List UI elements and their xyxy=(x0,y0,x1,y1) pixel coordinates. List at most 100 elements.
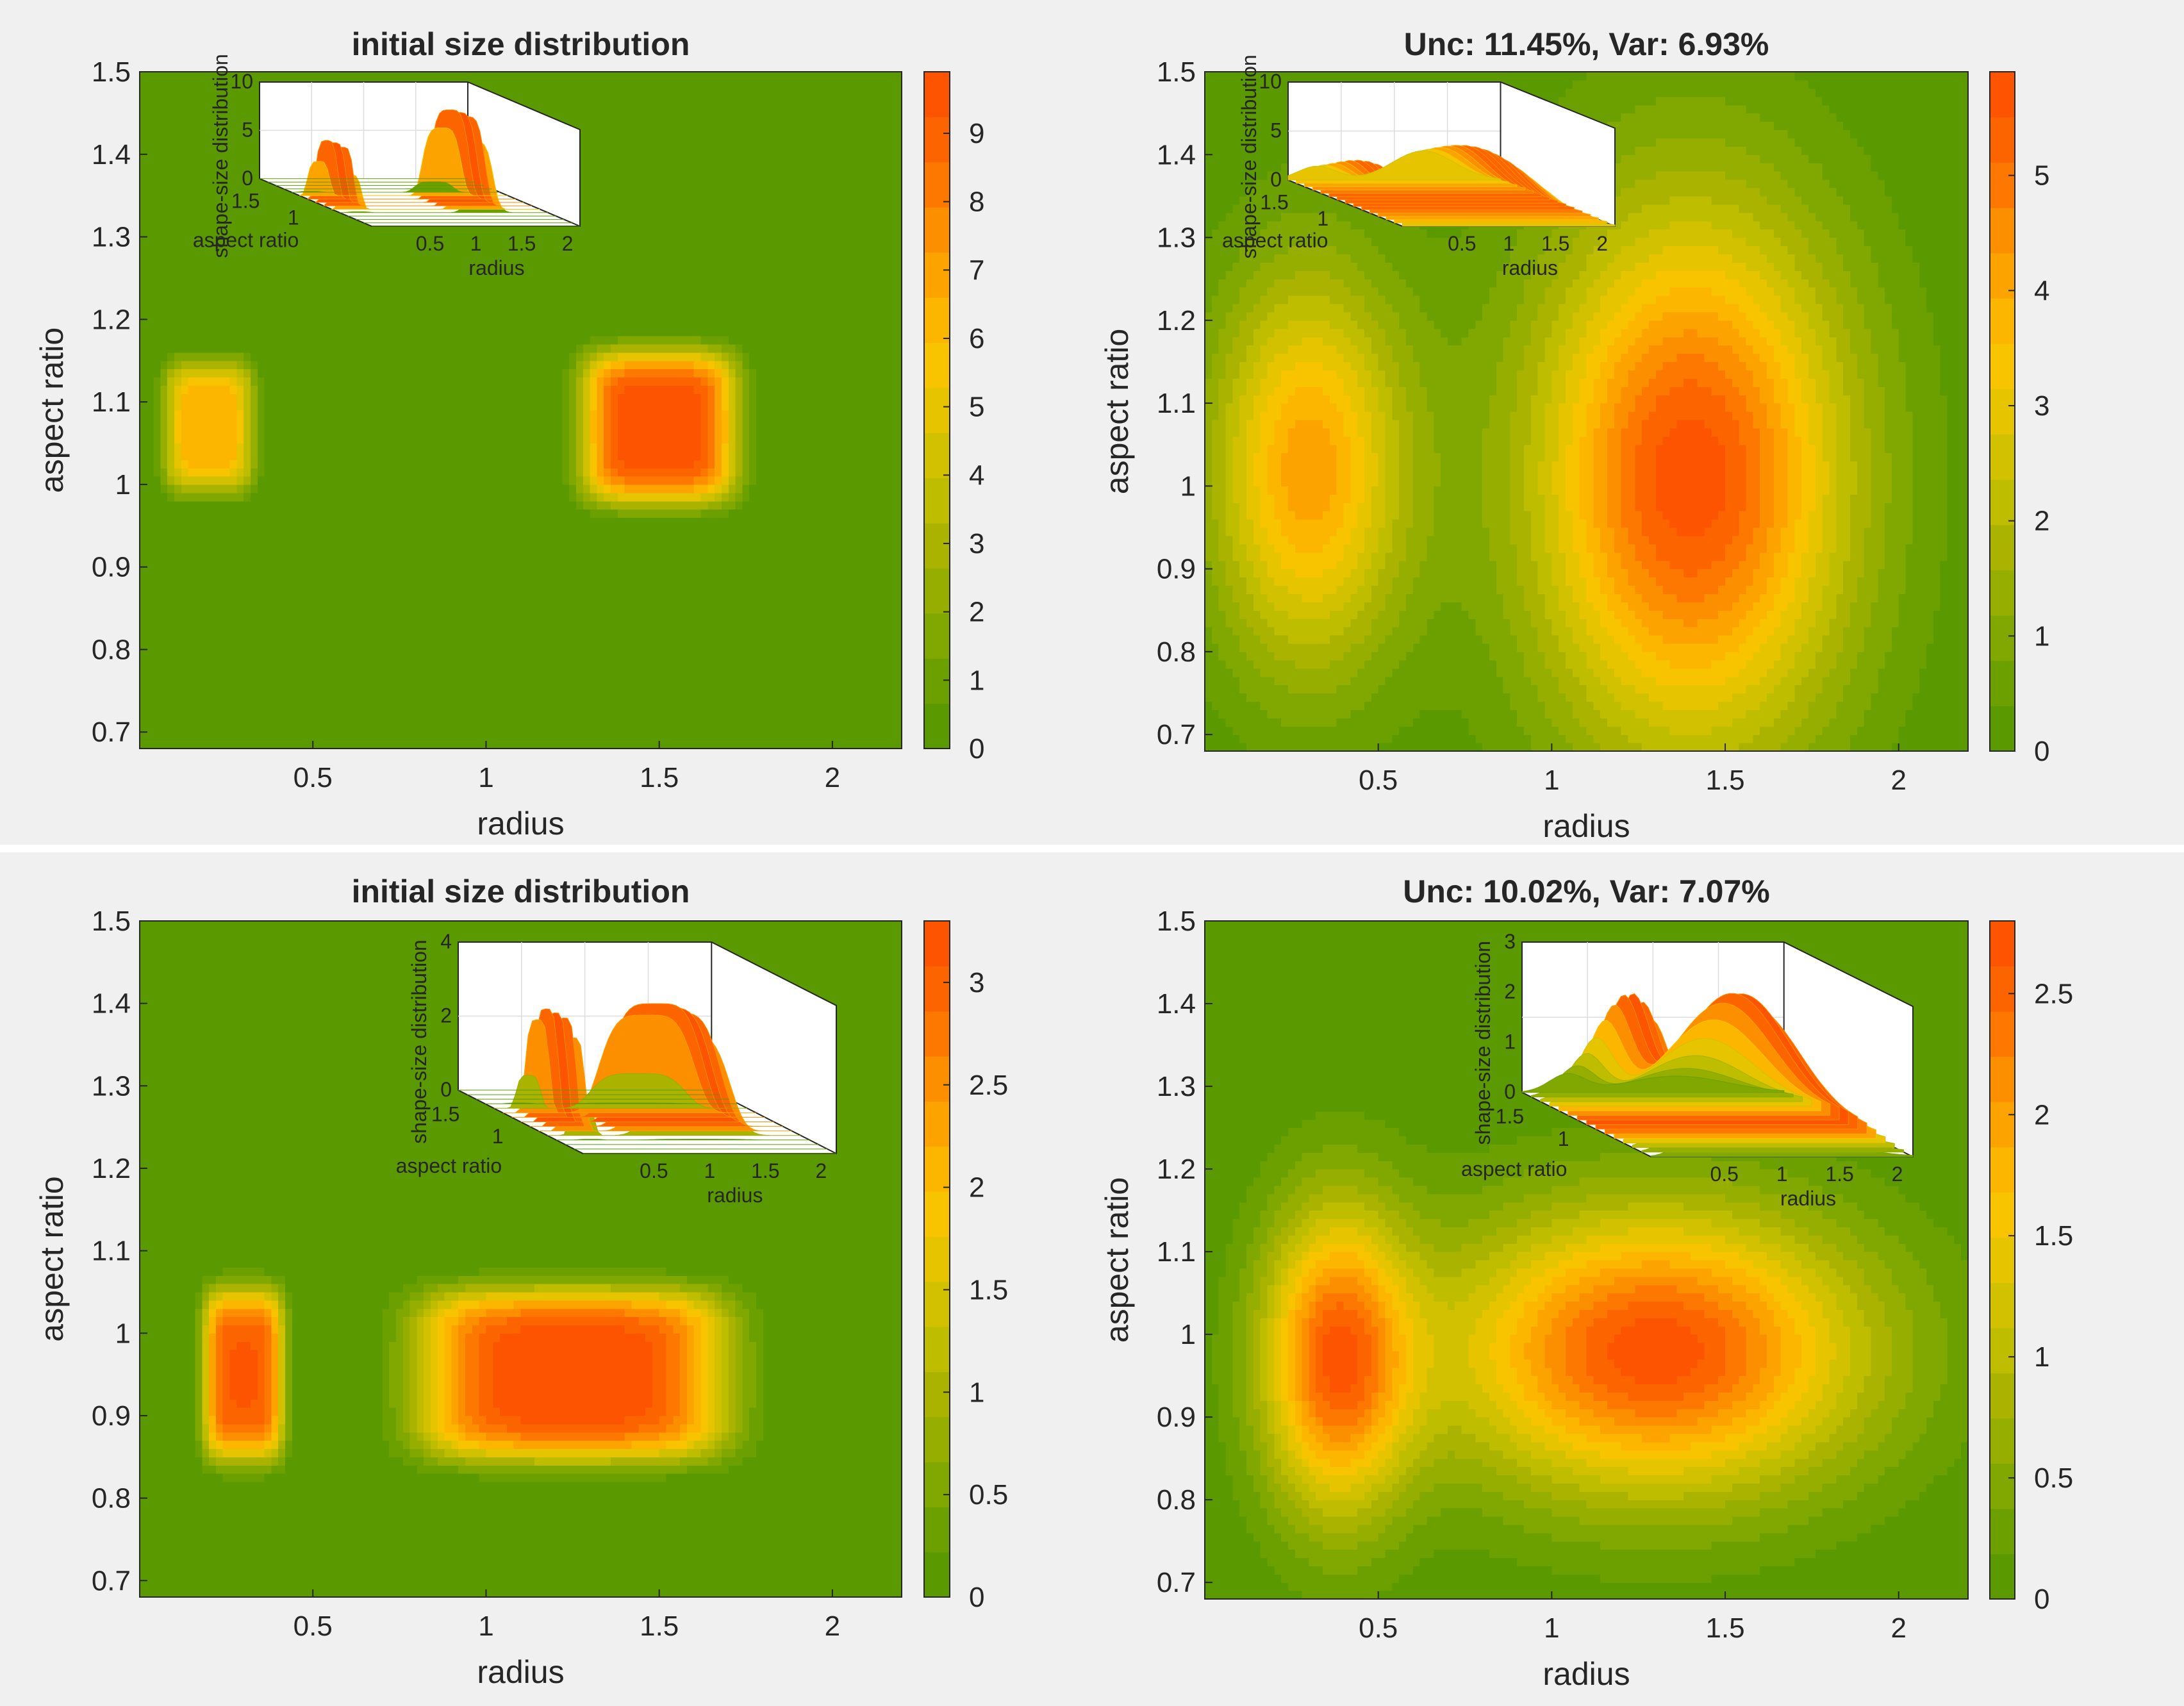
contour-cell xyxy=(853,715,860,724)
contour-cell xyxy=(549,699,556,708)
contour-cell xyxy=(625,674,632,683)
contour-cell xyxy=(209,674,216,683)
contour-cell xyxy=(507,708,514,716)
contour-cell xyxy=(313,740,320,749)
contour-cell xyxy=(174,724,181,732)
contour-cell xyxy=(604,740,611,749)
contour-cell xyxy=(583,674,590,683)
contour-cell xyxy=(625,683,632,691)
contour-cell xyxy=(527,732,534,740)
contour-cell xyxy=(195,674,202,683)
contour-cell xyxy=(188,674,195,683)
contour-cell xyxy=(597,691,604,699)
contour-cell xyxy=(271,732,278,740)
contour-cell xyxy=(881,740,888,749)
contour-cell xyxy=(320,683,327,691)
contour-cell xyxy=(230,666,237,674)
contour-cell xyxy=(313,683,320,691)
contour-cell xyxy=(631,715,638,724)
contour-cell xyxy=(832,691,840,699)
contour-cell xyxy=(534,699,542,708)
contour-cell xyxy=(458,740,465,749)
contour-cell xyxy=(742,708,749,716)
contour-cell xyxy=(749,708,756,716)
contour-cell xyxy=(825,699,832,708)
contour-cell xyxy=(493,708,500,716)
contour-cell xyxy=(729,699,736,708)
contour-cell xyxy=(722,708,729,716)
contour-cell xyxy=(853,732,860,740)
contour-cell xyxy=(549,708,556,716)
contour-cell xyxy=(597,683,604,691)
contour-cell xyxy=(160,740,167,749)
contour-cell xyxy=(299,691,306,699)
contour-cell xyxy=(251,715,258,724)
contour-cell xyxy=(604,683,611,691)
contour-cell xyxy=(410,666,417,674)
contour-cell xyxy=(472,732,479,740)
contour-cell xyxy=(680,715,687,724)
contour-cell xyxy=(556,674,563,683)
contour-cell xyxy=(659,740,666,749)
contour-cell xyxy=(202,715,209,724)
contour-cell xyxy=(368,724,376,732)
contour-cell xyxy=(244,691,251,699)
contour-cell xyxy=(736,699,743,708)
contour-cell xyxy=(569,715,576,724)
contour-cell xyxy=(763,699,770,708)
contour-cell xyxy=(209,666,216,674)
contour-cell xyxy=(382,691,389,699)
contour-cell xyxy=(707,740,715,749)
contour-cell xyxy=(556,724,563,732)
contour-cell xyxy=(265,666,272,674)
contour-cell xyxy=(223,740,230,749)
contour-cell xyxy=(673,715,680,724)
contour-cell xyxy=(638,699,645,708)
contour-cell xyxy=(396,732,403,740)
contour-cell xyxy=(195,708,202,716)
contour-cell xyxy=(438,740,445,749)
contour-cell xyxy=(756,715,763,724)
contour-cell xyxy=(576,715,583,724)
contour-cell xyxy=(396,666,403,674)
contour-cell xyxy=(160,666,167,674)
contour-cell xyxy=(403,674,410,683)
contour-cell xyxy=(666,732,673,740)
contour-cell xyxy=(604,674,611,683)
contour-cell xyxy=(479,674,486,683)
contour-cell xyxy=(417,724,424,732)
contour-cell xyxy=(354,674,361,683)
contour-cell xyxy=(597,674,604,683)
contour-cell xyxy=(722,715,729,724)
contour-cell xyxy=(251,724,258,732)
contour-cell xyxy=(299,715,306,724)
contour-cell xyxy=(860,683,867,691)
contour-cell xyxy=(514,666,521,674)
contour-cell xyxy=(181,724,188,732)
contour-cell xyxy=(895,732,902,740)
contour-cell xyxy=(223,666,230,674)
contour-cell xyxy=(493,724,500,732)
contour-cell xyxy=(223,674,230,683)
contour-cell xyxy=(438,708,445,716)
contour-cell xyxy=(742,674,749,683)
contour-cell xyxy=(236,691,244,699)
contour-cell xyxy=(181,708,188,716)
contour-cell xyxy=(597,708,604,716)
contour-cell xyxy=(320,724,327,732)
contour-cell xyxy=(244,674,251,683)
contour-cell xyxy=(424,683,431,691)
contour-cell xyxy=(673,732,680,740)
contour-cell xyxy=(576,732,583,740)
contour-cell xyxy=(396,715,403,724)
contour-cell xyxy=(445,708,452,716)
contour-cell xyxy=(770,674,777,683)
contour-cell xyxy=(486,724,493,732)
contour-cell xyxy=(749,699,756,708)
contour-cell xyxy=(140,683,147,691)
contour-cell xyxy=(729,740,736,749)
contour-cell xyxy=(278,691,285,699)
contour-cell xyxy=(860,691,867,699)
contour-cell xyxy=(645,699,652,708)
contour-cell xyxy=(354,683,361,691)
